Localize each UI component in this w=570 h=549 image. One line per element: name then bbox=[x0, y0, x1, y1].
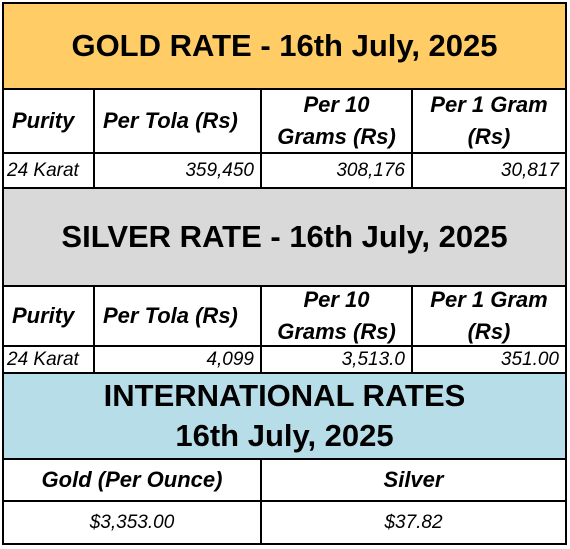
silver-header-per-10-grams: Per 10 Grams (Rs) bbox=[277, 287, 396, 344]
gold-header-per-1-gram: Per 1 Gram (Rs) bbox=[430, 92, 548, 149]
silver-per-10-grams-value: 3,513.0 bbox=[341, 348, 405, 370]
intl-header-silver: Silver bbox=[383, 467, 444, 492]
gold-header-per-10-grams: Per 10 Grams (Rs) bbox=[277, 92, 396, 149]
international-rates-date: 16th July, 2025 bbox=[175, 418, 394, 453]
silver-header-purity: Purity bbox=[12, 303, 75, 328]
silver-per-tola-value: 4,099 bbox=[206, 348, 254, 370]
gold-rate-title: GOLD RATE - 16th July, 2025 bbox=[71, 28, 498, 63]
gold-header-purity: Purity bbox=[12, 108, 75, 133]
gold-rate-banner: GOLD RATE - 16th July, 2025 bbox=[4, 4, 565, 88]
silver-purity-value: 24 Karat bbox=[7, 348, 79, 370]
gold-per-tola-value: 359,450 bbox=[185, 159, 254, 181]
silver-header-per-tola: Per Tola (Rs) bbox=[103, 303, 238, 328]
silver-per-1-gram-value: 351.00 bbox=[500, 348, 559, 370]
gold-header-per-tola: Per Tola (Rs) bbox=[103, 108, 238, 133]
gold-purity-value: 24 Karat bbox=[7, 159, 79, 181]
gold-per-1-gram-value: 30,817 bbox=[500, 159, 559, 181]
international-rates-banner: INTERNATIONAL RATES 16th July, 2025 bbox=[4, 374, 565, 458]
silver-rate-title: SILVER RATE - 16th July, 2025 bbox=[61, 219, 508, 254]
silver-header-per-1-gram: Per 1 Gram (Rs) bbox=[430, 287, 548, 344]
silver-rate-banner: SILVER RATE - 16th July, 2025 bbox=[4, 189, 565, 285]
gold-per-10-grams-value: 308,176 bbox=[336, 159, 405, 181]
intl-silver-value: $37.82 bbox=[384, 511, 443, 533]
intl-header-gold: Gold (Per Ounce) bbox=[41, 467, 223, 492]
intl-gold-value: $3,353.00 bbox=[89, 511, 175, 533]
international-rates-title: INTERNATIONAL RATES bbox=[103, 378, 466, 413]
